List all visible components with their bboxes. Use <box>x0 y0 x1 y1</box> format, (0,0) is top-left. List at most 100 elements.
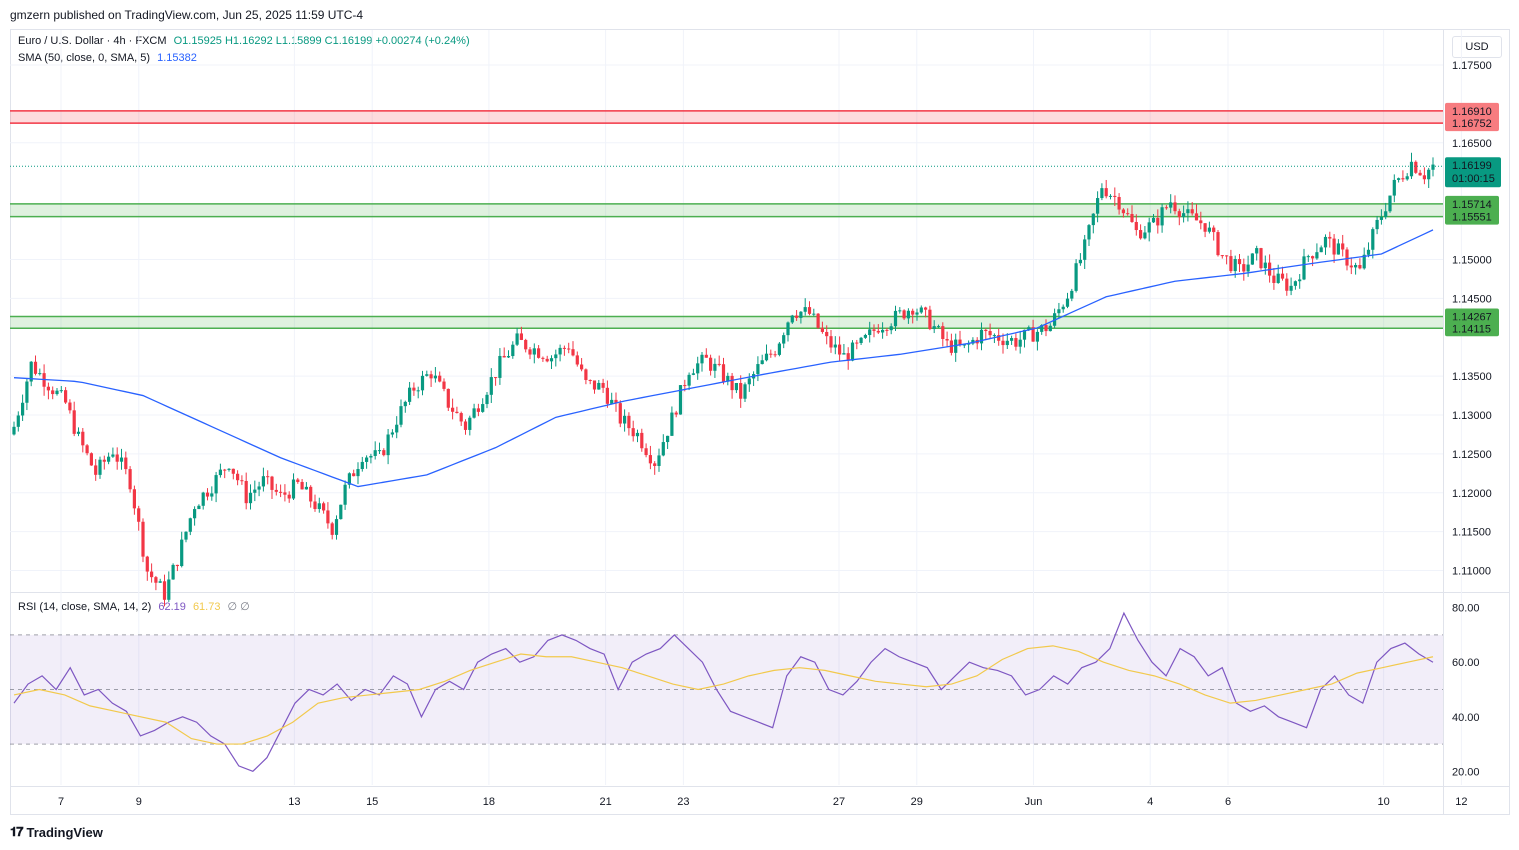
candle-body[interactable] <box>1362 254 1366 269</box>
candle-body[interactable] <box>1405 176 1409 180</box>
candle-body[interactable] <box>1121 209 1125 214</box>
candle-body[interactable] <box>184 531 188 540</box>
candle-body[interactable] <box>889 326 893 331</box>
candle-body[interactable] <box>1280 273 1285 279</box>
candle-body[interactable] <box>597 382 601 390</box>
candle-body[interactable] <box>558 347 562 355</box>
candle-body[interactable] <box>1104 188 1108 197</box>
candle-body[interactable] <box>188 518 192 532</box>
candle-body[interactable] <box>55 390 59 395</box>
candle-body[interactable] <box>141 521 145 557</box>
candle-body[interactable] <box>412 387 416 391</box>
candle-body[interactable] <box>1392 179 1396 196</box>
candle-body[interactable] <box>25 381 29 403</box>
candle-body[interactable] <box>1323 236 1328 248</box>
candle-body[interactable] <box>803 307 807 312</box>
candle-body[interactable] <box>717 363 721 365</box>
candle-body[interactable] <box>1207 227 1211 232</box>
candle-body[interactable] <box>562 347 566 349</box>
candle-body[interactable] <box>795 315 799 318</box>
candle-body[interactable] <box>1272 275 1276 283</box>
candle-body[interactable] <box>1010 338 1014 341</box>
candle-body[interactable] <box>72 410 76 434</box>
candle-body[interactable] <box>881 329 885 333</box>
candle-body[interactable] <box>1169 202 1173 208</box>
candle-body[interactable] <box>150 571 154 578</box>
candle-body[interactable] <box>1083 239 1087 260</box>
candle-body[interactable] <box>1220 255 1224 257</box>
candle-body[interactable] <box>1001 340 1005 346</box>
candle-body[interactable] <box>317 503 321 510</box>
rsi-line[interactable] <box>13 611 1434 773</box>
candle-body[interactable] <box>395 424 399 433</box>
candle-body[interactable] <box>1242 264 1246 272</box>
candle-body[interactable] <box>399 406 403 425</box>
candle-body[interactable] <box>713 363 717 371</box>
candle-body[interactable] <box>919 307 923 313</box>
candle-body[interactable] <box>94 465 98 475</box>
candle-body[interactable] <box>627 415 631 429</box>
candle-body[interactable] <box>1233 259 1237 272</box>
candle-body[interactable] <box>1156 217 1160 226</box>
candle-body[interactable] <box>825 331 829 337</box>
candle-body[interactable] <box>1375 219 1379 230</box>
candle-body[interactable] <box>1027 327 1031 330</box>
candle-body[interactable] <box>506 356 511 358</box>
candle-body[interactable] <box>1229 256 1233 272</box>
candle-body[interactable] <box>833 344 837 348</box>
candle-body[interactable] <box>408 387 412 402</box>
candle-body[interactable] <box>868 329 872 336</box>
candle-body[interactable] <box>98 459 102 475</box>
candle-body[interactable] <box>687 374 691 386</box>
candle-body[interactable] <box>231 468 235 474</box>
candle-body[interactable] <box>68 402 72 411</box>
candle-body[interactable] <box>270 476 274 490</box>
candle-body[interactable] <box>382 450 386 456</box>
candle-body[interactable] <box>1108 195 1113 197</box>
candle-body[interactable] <box>631 428 635 437</box>
candle-body[interactable] <box>519 333 523 340</box>
candle-body[interactable] <box>876 330 880 333</box>
candle-body[interactable] <box>180 539 184 567</box>
candle-body[interactable] <box>1061 306 1065 310</box>
candle-body[interactable] <box>838 344 842 355</box>
candle-body[interactable] <box>287 494 291 499</box>
candle-body[interactable] <box>1259 248 1263 269</box>
candle-body[interactable] <box>1203 223 1207 232</box>
candle-body[interactable] <box>373 450 377 456</box>
candle-body[interactable] <box>524 339 528 350</box>
candle-body[interactable] <box>154 577 158 583</box>
candle-body[interactable] <box>1074 263 1078 291</box>
candle-body[interactable] <box>1194 213 1199 221</box>
candle-body[interactable] <box>416 390 420 392</box>
candle-body[interactable] <box>657 455 661 466</box>
candle-body[interactable] <box>369 455 373 458</box>
candle-body[interactable] <box>1263 262 1267 269</box>
candle-body[interactable] <box>451 407 455 412</box>
candle-body[interactable] <box>1186 209 1190 214</box>
candle-body[interactable] <box>614 399 618 404</box>
candle-body[interactable] <box>1022 329 1027 340</box>
candle-body[interactable] <box>386 434 390 456</box>
candle-body[interactable] <box>64 390 68 403</box>
candle-body[interactable] <box>463 421 468 430</box>
candle-body[interactable] <box>777 343 781 355</box>
candle-body[interactable] <box>1134 221 1138 231</box>
candle-body[interactable] <box>1366 249 1371 255</box>
candle-body[interactable] <box>279 491 283 493</box>
candle-body[interactable] <box>1057 309 1061 314</box>
candle-body[interactable] <box>846 353 850 361</box>
candle-body[interactable] <box>571 349 575 356</box>
candle-body[interactable] <box>605 387 609 404</box>
candle-body[interactable] <box>420 375 425 391</box>
candle-body[interactable] <box>1319 247 1323 253</box>
candle-body[interactable] <box>790 315 794 323</box>
candle-body[interactable] <box>197 505 201 510</box>
candle-body[interactable] <box>476 408 480 412</box>
candle-body[interactable] <box>1173 202 1177 212</box>
candle-body[interactable] <box>124 457 128 470</box>
candle-body[interactable] <box>747 378 751 385</box>
candle-body[interactable] <box>1139 230 1143 239</box>
candle-body[interactable] <box>807 307 812 314</box>
